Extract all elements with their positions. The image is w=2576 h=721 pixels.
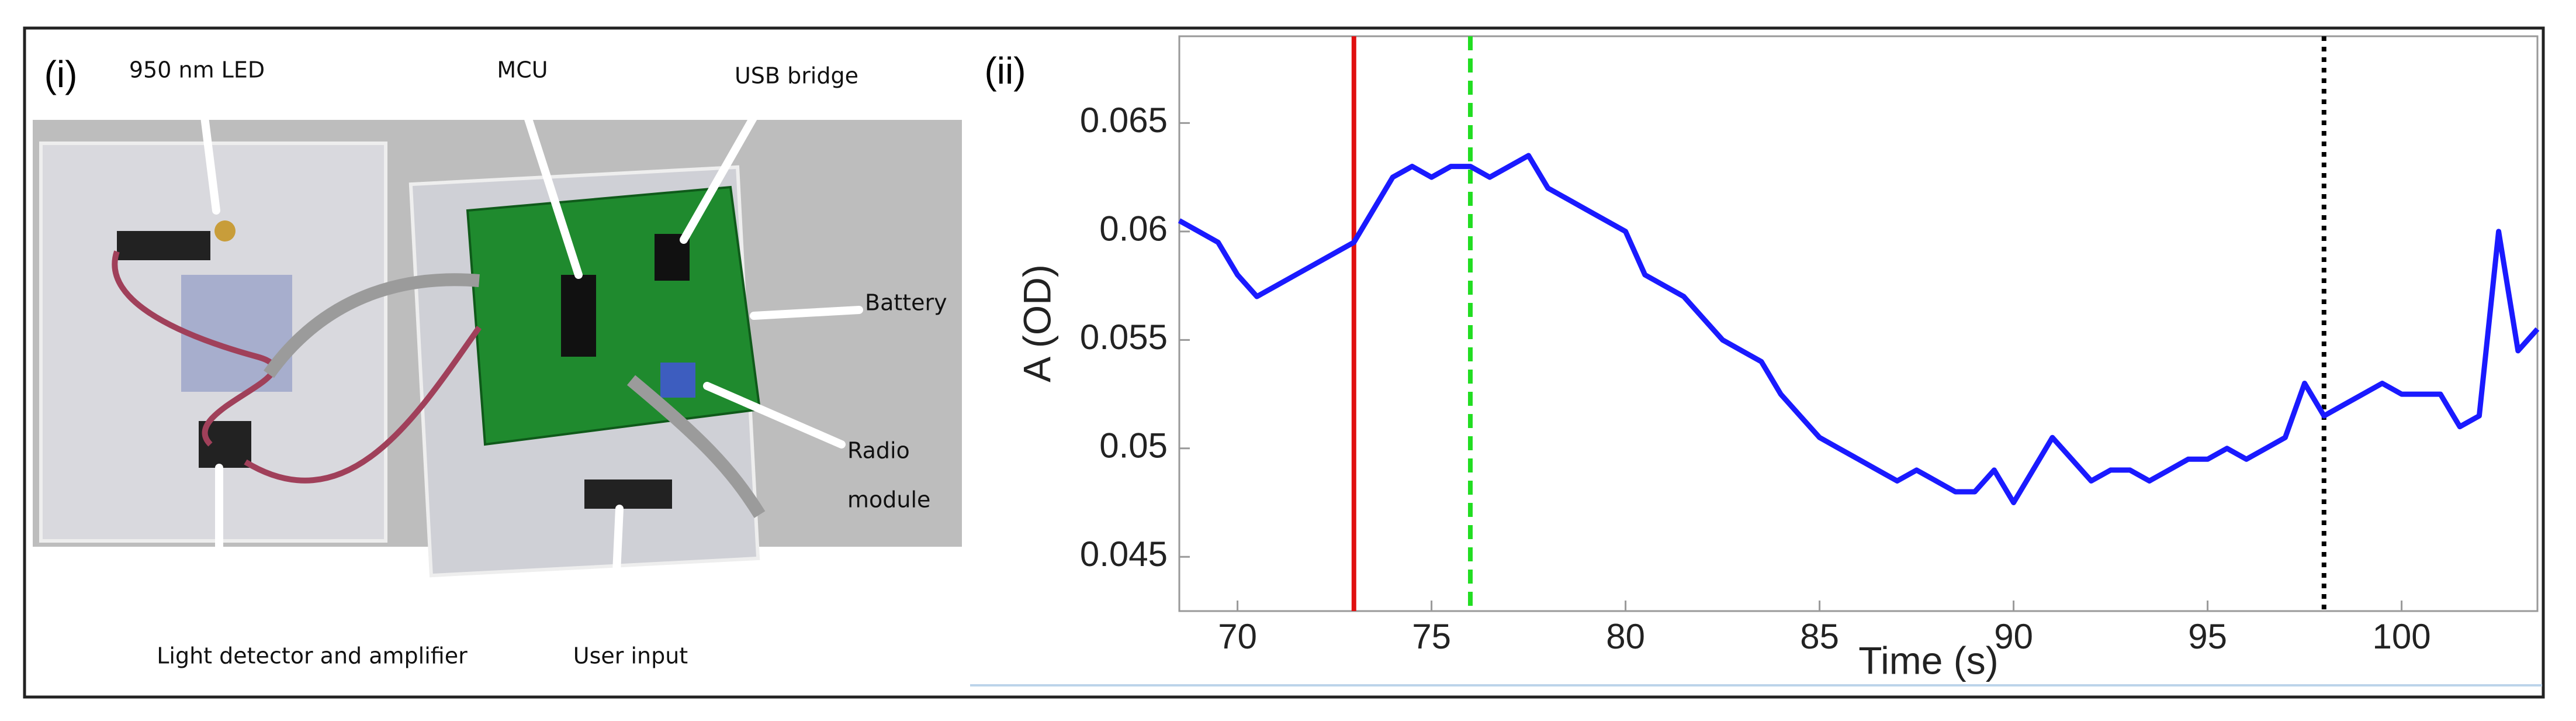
plot-frame (1178, 35, 2539, 612)
photo-label: User input (573, 643, 688, 669)
led (214, 220, 236, 242)
user-button (584, 479, 672, 509)
panel-label: (i) (44, 53, 78, 95)
cable (244, 326, 482, 484)
x-tick-label: 75 (1412, 617, 1451, 656)
pcb (466, 185, 761, 446)
mcu-chip (561, 275, 596, 357)
y-tick-label: 0.045 (1080, 534, 1168, 574)
photo-label: 950 nm LED (129, 57, 265, 83)
x-tick-label: 85 (1800, 617, 1839, 656)
ribbon-cable (264, 273, 480, 378)
y-tick-label: 0.065 (1080, 101, 1168, 140)
panel-label: (ii) (984, 50, 1026, 92)
cable (112, 250, 277, 447)
ribbon-cable (626, 375, 766, 518)
y-axis-label: A (OD) (1015, 264, 1058, 382)
x-tick-label: 70 (1218, 617, 1257, 656)
led-holder (117, 231, 210, 260)
photo-label: Battery (865, 290, 947, 316)
arrow (198, 89, 220, 215)
photo-label: module (847, 487, 930, 513)
photo-label: MCU (497, 57, 548, 83)
arrow (610, 505, 624, 639)
photo-label: Radio (847, 438, 910, 464)
y-tick-label: 0.055 (1080, 318, 1168, 357)
arrow (750, 306, 863, 320)
x-tick-label: 100 (2373, 617, 2431, 656)
arrow (703, 382, 846, 449)
photo-label: Light detector and amplifier (157, 643, 468, 669)
photo-label: USB bridge (735, 63, 858, 89)
arrow (680, 92, 770, 244)
data-line (1178, 153, 2540, 505)
x-tick-label: 95 (2188, 617, 2227, 656)
y-tick-label: 0.06 (1099, 209, 1168, 249)
arrows (198, 89, 863, 639)
x-tick-label: 80 (1606, 617, 1645, 656)
radio-chip (660, 363, 695, 398)
arrow (516, 89, 583, 279)
x-axis-label: Time (s) (1858, 639, 1999, 682)
photo: 950 nm LED MCU USB bridge Battery Radio … (33, 53, 962, 669)
x-tick-label: 90 (1994, 617, 2033, 656)
y-tick-label: 0.05 (1099, 426, 1168, 465)
